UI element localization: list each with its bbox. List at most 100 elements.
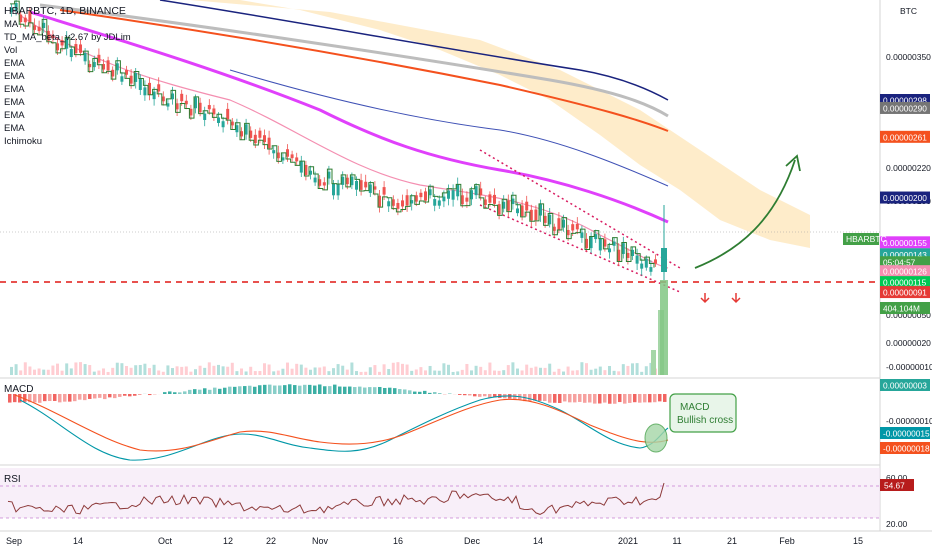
indicator-label[interactable]: EMA <box>4 123 25 134</box>
price-badge-text: 0.00000298 <box>883 96 927 106</box>
volume-bar <box>378 371 381 375</box>
volume-bar <box>552 371 556 375</box>
macd-histogram-bar <box>603 394 607 403</box>
candle <box>120 76 124 82</box>
candle <box>644 258 648 268</box>
volume-bar <box>585 363 588 375</box>
candle <box>520 205 524 217</box>
macd-histogram-bar <box>413 391 417 394</box>
candle <box>460 195 464 205</box>
indicator-label[interactable]: EMA <box>4 84 25 95</box>
candle <box>327 171 331 179</box>
macd-histogram-bar <box>363 387 367 394</box>
macd-histogram-bar <box>8 394 12 403</box>
candle <box>575 223 579 230</box>
candle <box>552 226 556 231</box>
volume-bar <box>180 366 184 375</box>
volume-bar <box>42 369 46 375</box>
volume-bar <box>428 365 432 375</box>
volume-bar <box>19 370 23 375</box>
macd-histogram-bar <box>633 394 637 403</box>
macd-histogram-bar <box>388 387 392 394</box>
volume-bar <box>166 365 170 375</box>
macd-histogram-bar <box>458 394 462 395</box>
volume-bars <box>10 362 657 375</box>
price-axis-label: -0.00000010 <box>886 362 932 372</box>
volume-bar <box>263 363 266 375</box>
volume-bar <box>189 371 193 375</box>
time-axis-label: 16 <box>393 536 403 546</box>
macd-histogram-bar <box>18 394 22 403</box>
candle <box>428 189 432 196</box>
volume-bar <box>516 368 519 375</box>
volume-bar <box>97 370 101 375</box>
ema-line-navy <box>159 0 669 101</box>
macd-histogram-bar <box>193 389 197 394</box>
volume-bar <box>396 362 400 375</box>
candle <box>364 181 368 188</box>
macd-histogram-bar <box>488 394 492 398</box>
volume-bar <box>368 367 372 375</box>
red-down-arrow <box>731 293 741 304</box>
volume-bar <box>318 367 322 375</box>
volume-bar <box>401 363 404 375</box>
volume-bar <box>290 368 294 375</box>
volume-bar <box>46 369 50 375</box>
volume-bar <box>56 363 59 375</box>
macd-axis-label: -0.00000010 <box>886 416 932 426</box>
candle <box>290 154 294 159</box>
volume-bar <box>244 371 248 375</box>
time-axis[interactable]: Sep 14 Oct 12 22 Nov 16 Dec 14 2021 11 21 Feb 15 <box>6 536 863 546</box>
volume-bar <box>391 362 395 375</box>
volume-bar <box>589 369 593 375</box>
indicator-label[interactable]: EMA <box>4 110 25 121</box>
indicator-label[interactable]: Vol <box>4 45 17 56</box>
volume-bar <box>539 367 542 375</box>
volume-bar <box>603 370 607 375</box>
macd-histogram-bar <box>283 385 287 394</box>
candle <box>474 186 478 196</box>
candle <box>138 78 142 90</box>
macd-histogram-bar <box>568 394 572 403</box>
macd-histogram-bar <box>558 394 562 403</box>
candle <box>51 34 55 39</box>
candle <box>60 40 64 46</box>
indicator-label[interactable]: EMA <box>4 97 25 108</box>
ema-line-blue <box>229 69 669 187</box>
volume-bar <box>14 364 18 375</box>
macd-annotation-line1: MACD <box>680 402 709 413</box>
candle <box>396 202 400 209</box>
candle <box>125 70 128 75</box>
indicator-label[interactable]: Ichimoku <box>4 136 42 147</box>
indicator-label[interactable]: TD_MA_beta_v2.67 by JDLim <box>4 32 131 43</box>
price-badge-text: 0.00000200 <box>883 193 927 203</box>
price-badge-text: 0.00000261 <box>883 132 927 142</box>
price-badge <box>880 236 930 249</box>
macd-annotation[interactable]: MACD Bullish cross <box>669 393 737 433</box>
volume-bar <box>414 369 418 375</box>
volume-bar <box>171 368 174 375</box>
price-badge-text: 0.00000155 <box>883 238 927 248</box>
volume-bar <box>451 371 455 375</box>
candle <box>447 190 450 199</box>
volume-bar <box>382 364 386 375</box>
macd-histogram-bar <box>83 394 87 401</box>
macd-histogram-bar <box>428 392 432 394</box>
indicator-label[interactable]: MA <box>4 19 19 30</box>
macd-histogram-bar <box>308 384 312 394</box>
indicator-label[interactable]: EMA <box>4 58 25 69</box>
volume-bar <box>355 371 358 375</box>
macd-histogram-bar <box>368 387 372 394</box>
macd-histogram-bar <box>548 394 552 403</box>
indicator-label[interactable]: EMA <box>4 71 25 82</box>
candle <box>373 186 377 190</box>
candle <box>235 125 239 133</box>
volume-bar <box>226 366 230 375</box>
macd-histogram-bar <box>233 386 237 394</box>
candle <box>470 190 473 200</box>
candle <box>488 194 492 203</box>
macd-histogram-bar <box>433 392 437 394</box>
symbol-title[interactable]: HBARBTC, 1D, BINANCE <box>4 5 126 17</box>
